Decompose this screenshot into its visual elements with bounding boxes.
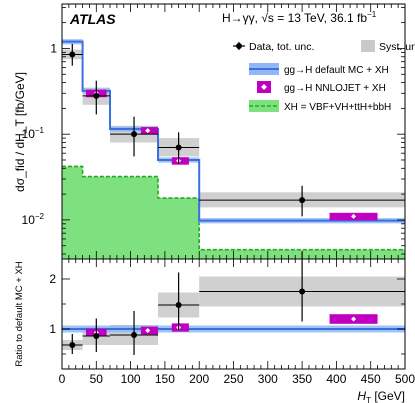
x-tick-label: 100: [121, 372, 141, 386]
ratio-y-tick-label: 2: [49, 272, 56, 286]
ratio-data-point: [175, 302, 182, 308]
legend-mc-default: gg→H default MC + XH: [249, 63, 389, 76]
experiment-label: ATLAS: [69, 11, 116, 27]
x-tick-label: 0: [59, 372, 66, 386]
legend-syst-label: Syst. unc.: [379, 41, 415, 53]
x-tick-label: 200: [189, 372, 209, 386]
y-tick-label: 10−1: [22, 126, 45, 141]
process-text: H→γγ, √s = 13 TeV, 36.1 fb: [222, 11, 367, 25]
ratio-nnlojet-marker: [351, 316, 357, 322]
y-tick-label: 10−2: [22, 212, 45, 227]
x-tick-label: 250: [223, 372, 243, 386]
ratio-data-point: [93, 333, 100, 339]
x-tick-label: 350: [292, 372, 312, 386]
data-point: [93, 92, 100, 99]
ratio-data-point: [69, 342, 76, 348]
ratio-data-point: [299, 288, 306, 295]
ratio-y-ticks: 12: [49, 272, 405, 355]
legend-nnlojet: gg→H NNLOJET + XH: [257, 81, 386, 94]
ratio-frame: [62, 259, 405, 369]
ratio-x-ticks: 0 50 100 150 200 250 300 350 400 450 500: [59, 259, 415, 386]
process-label: H→γγ, √s = 13 TeV, 36.1 fb−1: [222, 10, 377, 25]
legend-mc-default-label: gg→H default MC + XH: [284, 65, 389, 76]
nnlojet-marker: [145, 128, 151, 134]
x-tick-label: 500: [395, 372, 415, 386]
main-y-axis-label: dσ_fid / dH_T [fb/GeV]: [13, 72, 27, 192]
x-tick-label: 150: [155, 372, 175, 386]
legend-xh-label: XH = VBF+VH+ttH+bbH: [284, 102, 391, 113]
y-tick-label: 1: [50, 41, 57, 55]
xh-fill-group: [62, 165, 405, 259]
main-panel: 1 10−1 10−2 ATLAS H→γγ, √s = 13 TeV, 36.1 …: [13, 3, 415, 260]
ratio-data-point: [131, 332, 138, 338]
ratio-mc-band-group: [62, 325, 405, 333]
nnlojet-marker: [351, 213, 357, 219]
legend-xh: XH = VBF+VH+ttH+bbH: [249, 100, 391, 113]
x-tick-label: 400: [326, 372, 346, 386]
x-tick-label: 300: [258, 372, 278, 386]
ratio-y-axis-label: Ratio to default MC + XH: [14, 261, 25, 366]
xh-fill: [62, 166, 405, 259]
data-point: [131, 131, 138, 138]
main-x-ticks: [61, 4, 406, 259]
data-point: [175, 144, 182, 151]
data-point: [299, 197, 306, 204]
legend: Data, tot. unc. Syst. unc. gg→H default …: [233, 40, 415, 113]
x-tick-label: 50: [90, 372, 104, 386]
legend-nnlojet-label: gg→H NNLOJET + XH: [284, 83, 386, 94]
ratio-panel: 12 0 50 100 150 200 250 300 350 400 450 500 Ratio …: [14, 251, 415, 403]
ratio-y-tick-label: 1: [49, 322, 56, 336]
x-axis-label: HT [GeV]: [357, 389, 405, 403]
ratio-frame-border: [61, 258, 406, 370]
process-text-exp: −1: [367, 10, 377, 19]
ratio-nnlojet-marker: [145, 328, 151, 333]
legend-data: Data, tot. unc.: [233, 41, 314, 53]
legend-data-label: Data, tot. unc.: [249, 41, 314, 53]
data-points-group: [62, 43, 405, 217]
main-y-ticks: 1 10−1 10−2: [22, 7, 405, 255]
legend-syst: Syst. unc.: [361, 40, 415, 53]
x-tick-label: 450: [361, 372, 381, 386]
data-point: [69, 51, 76, 58]
